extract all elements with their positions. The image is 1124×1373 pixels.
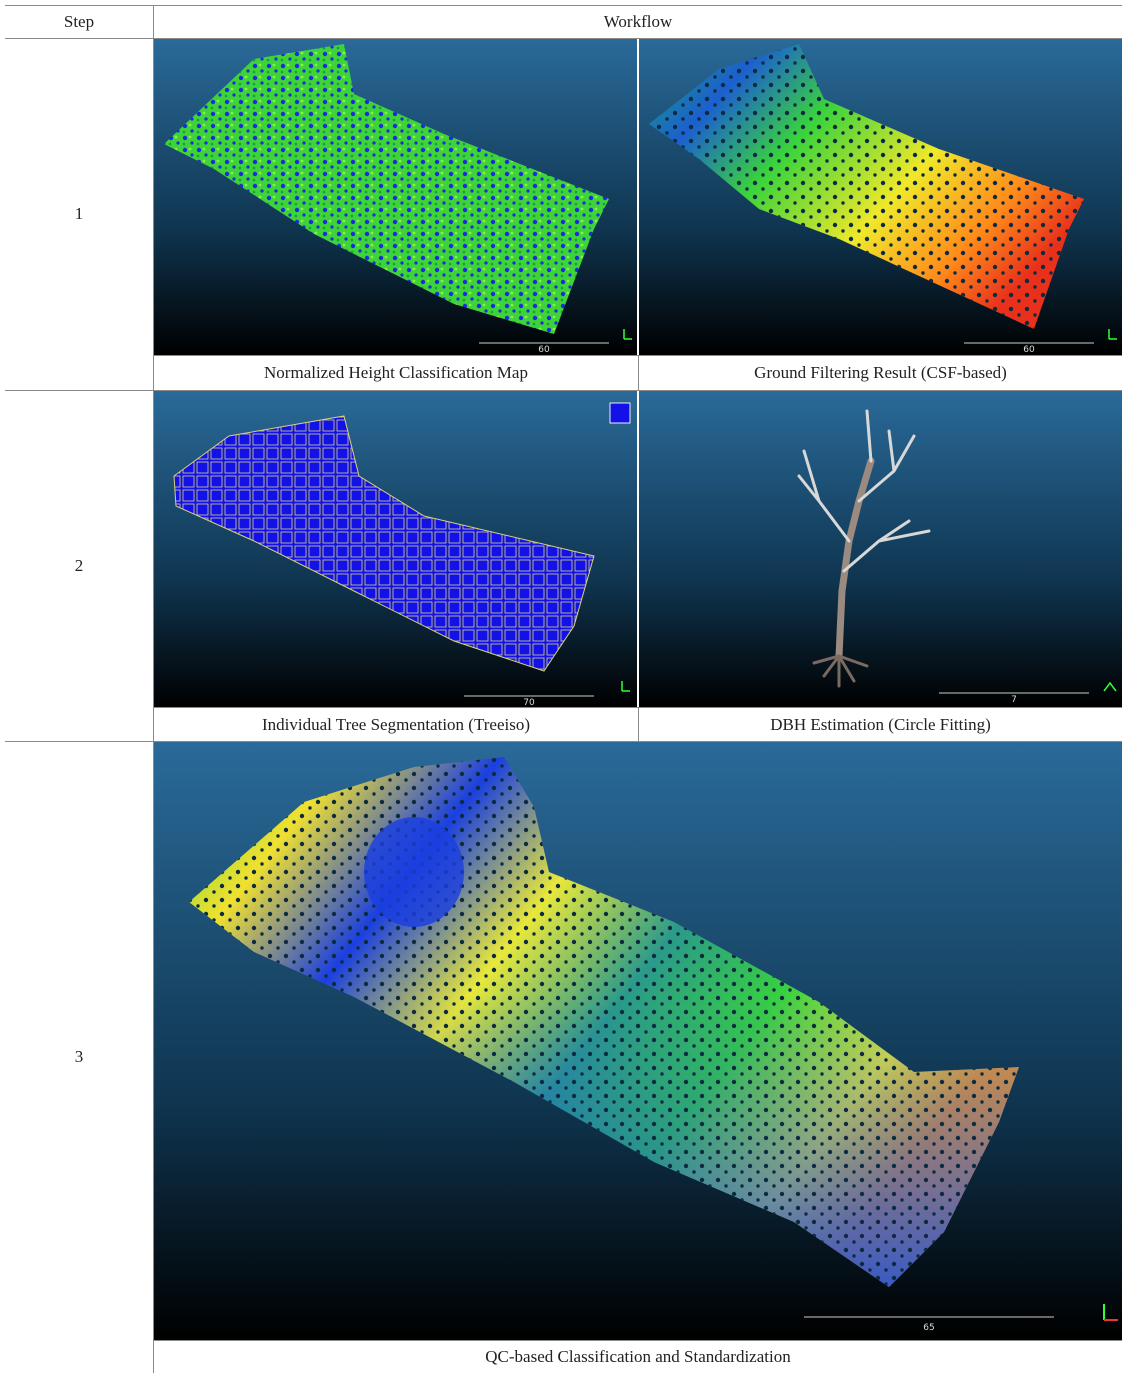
caption: Individual Tree Segmentation (Treeiso) [154,708,638,741]
scale-label: 7 [1011,695,1017,705]
point-cloud-image: 60 [154,39,637,355]
step-cell: 2 [5,390,153,741]
caption: DBH Estimation (Circle Fitting) [639,708,1122,741]
scale-label: 60 [1023,345,1035,355]
background [639,391,1122,707]
point-cloud-image: 60 [639,39,1122,355]
step-cell: 3 [5,741,153,1373]
caption: QC-based Classification and Standardizat… [154,1341,1122,1373]
caption: Ground Filtering Result (CSF-based) [639,356,1122,390]
legend-swatch [610,403,630,423]
header-cell: Step [5,5,153,38]
scale-label: 65 [923,1323,934,1333]
page: Step Workflow 1 2 3 Normalized Height Cl… [0,0,1124,1373]
point-cloud-image: 7 [639,391,1122,707]
step-cell: 1 [5,38,153,390]
header-cell: Workflow [154,5,1122,38]
caption: Normalized Height Classification Map [154,356,638,390]
point-cluster [364,817,464,927]
scale-label: 70 [523,698,535,707]
point-cloud-image: 70 [154,391,637,707]
point-cloud-image: 65 [154,742,1122,1340]
scale-label: 60 [538,345,550,355]
